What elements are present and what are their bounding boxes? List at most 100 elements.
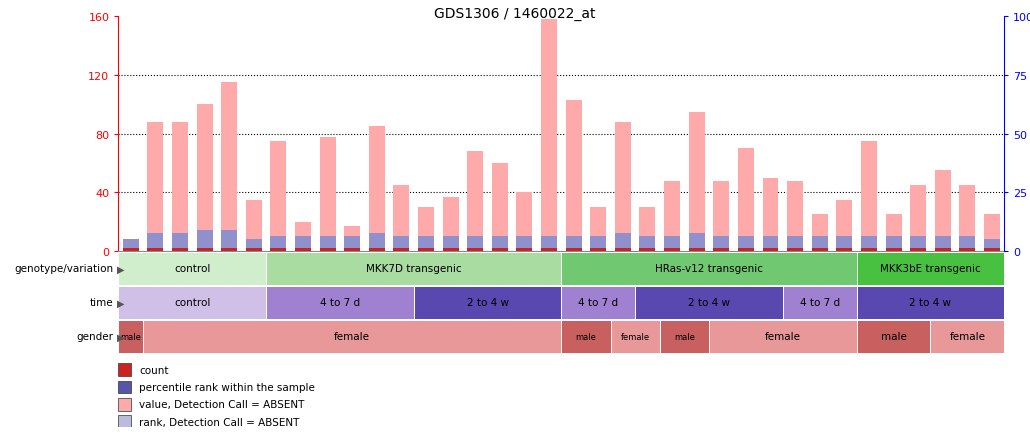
Bar — [709, 320, 857, 353]
Bar — [615, 248, 630, 251]
Bar — [271, 141, 286, 251]
Text: female: female — [334, 332, 370, 342]
Bar — [615, 234, 630, 251]
Text: male: male — [881, 332, 906, 342]
Text: female: female — [950, 332, 986, 342]
Bar — [935, 237, 951, 251]
Bar — [762, 178, 779, 251]
Bar — [118, 320, 143, 353]
Bar — [737, 237, 754, 251]
Bar — [959, 237, 975, 251]
Bar — [266, 286, 414, 319]
Bar — [319, 237, 336, 251]
Bar — [561, 253, 857, 285]
Bar — [565, 101, 582, 251]
Bar — [930, 320, 1004, 353]
Text: 2 to 4 w: 2 to 4 w — [909, 298, 952, 308]
Bar — [147, 123, 164, 251]
Text: GDS1306 / 1460022_at: GDS1306 / 1460022_at — [435, 7, 595, 20]
Text: 4 to 7 d: 4 to 7 d — [578, 298, 618, 308]
Bar — [911, 248, 926, 251]
Bar — [344, 227, 360, 251]
Bar — [369, 234, 385, 251]
Bar — [492, 237, 508, 251]
Bar — [689, 234, 705, 251]
Bar — [246, 240, 262, 251]
Bar — [812, 215, 828, 251]
Bar — [787, 237, 803, 251]
Bar — [197, 105, 212, 251]
Bar — [418, 237, 434, 251]
Text: count: count — [139, 365, 169, 375]
Bar — [857, 320, 930, 353]
Bar — [861, 248, 877, 251]
Bar — [861, 237, 877, 251]
Bar — [369, 127, 385, 251]
Bar — [271, 248, 286, 251]
Bar — [123, 240, 139, 251]
Bar — [197, 231, 212, 251]
Text: male: male — [121, 332, 141, 341]
Bar — [935, 248, 951, 251]
Bar — [221, 248, 237, 251]
Bar — [118, 415, 131, 428]
Bar — [344, 237, 360, 251]
Bar — [172, 248, 187, 251]
Bar — [787, 248, 803, 251]
Text: HRas-v12 transgenic: HRas-v12 transgenic — [655, 264, 763, 274]
Bar — [147, 234, 164, 251]
Text: male: male — [576, 332, 596, 341]
Text: percentile rank within the sample: percentile rank within the sample — [139, 382, 315, 392]
Text: control: control — [174, 264, 210, 274]
Bar — [611, 320, 660, 353]
Text: MKK3bE transgenic: MKK3bE transgenic — [880, 264, 981, 274]
Bar — [762, 237, 779, 251]
Bar — [271, 237, 286, 251]
Bar — [689, 112, 705, 251]
Bar — [143, 320, 561, 353]
Bar — [714, 237, 729, 251]
Bar — [266, 253, 561, 285]
Bar — [123, 248, 139, 251]
Bar — [590, 248, 607, 251]
Text: ▶: ▶ — [117, 264, 125, 274]
Bar — [516, 193, 533, 251]
Bar — [468, 237, 483, 251]
Bar — [172, 234, 187, 251]
Bar — [369, 248, 385, 251]
Bar — [664, 248, 680, 251]
Bar — [443, 237, 458, 251]
Bar — [714, 248, 729, 251]
Bar — [590, 237, 607, 251]
Bar — [344, 248, 360, 251]
Text: female: female — [621, 332, 650, 341]
Bar — [492, 164, 508, 251]
Bar — [640, 248, 655, 251]
Bar — [118, 398, 131, 411]
Bar — [468, 152, 483, 251]
Text: 2 to 4 w: 2 to 4 w — [467, 298, 509, 308]
Bar — [541, 248, 557, 251]
Text: value, Detection Call = ABSENT: value, Detection Call = ABSENT — [139, 399, 305, 409]
Bar — [737, 149, 754, 251]
Text: ▶: ▶ — [117, 298, 125, 308]
Bar — [516, 237, 533, 251]
Bar — [959, 248, 975, 251]
Bar — [246, 248, 262, 251]
Bar — [492, 248, 508, 251]
Bar — [812, 248, 828, 251]
Bar — [636, 286, 783, 319]
Text: gender: gender — [76, 332, 113, 342]
Bar — [118, 253, 266, 285]
Bar — [123, 244, 139, 251]
Bar — [197, 248, 212, 251]
Bar — [565, 248, 582, 251]
Text: 4 to 7 d: 4 to 7 d — [799, 298, 839, 308]
Bar — [660, 320, 709, 353]
Bar — [783, 286, 857, 319]
Bar — [414, 286, 561, 319]
Bar — [984, 215, 1000, 251]
Bar — [172, 123, 187, 251]
Text: control: control — [174, 298, 210, 308]
Text: genotype/variation: genotype/variation — [14, 264, 113, 274]
